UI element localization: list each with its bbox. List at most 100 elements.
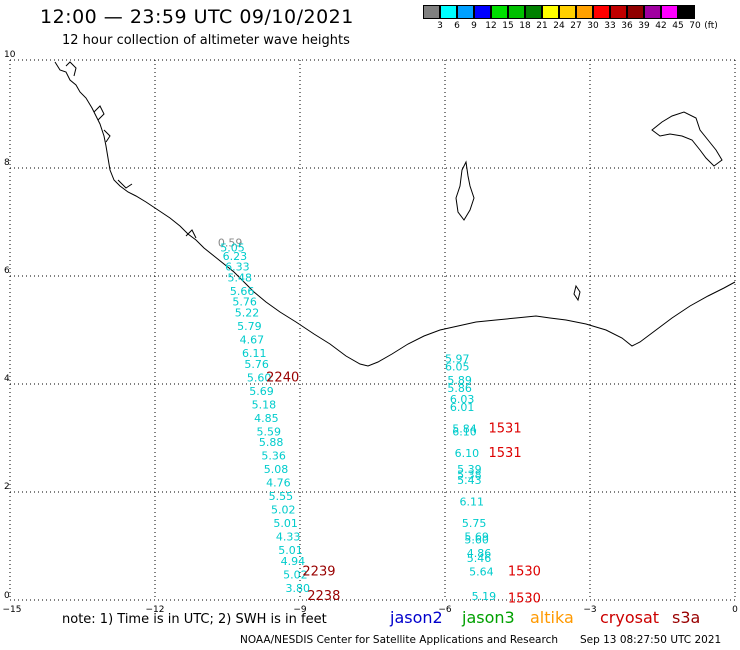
legend-tick-label: 15	[502, 21, 514, 31]
legend-tick-label: 9	[471, 21, 477, 31]
swh-value: 5.88	[259, 436, 284, 449]
legend-color-box	[440, 5, 457, 19]
swh-value: 5.59	[257, 425, 282, 438]
swh-value: 4.85	[254, 412, 278, 425]
swh-value: 0.59	[218, 236, 243, 249]
axis-ticks: −15 −12 −9 −6 −3 0 0 2 4 6 8 10	[3, 50, 739, 615]
legend-tick-label: 45	[672, 21, 684, 31]
legend-color-box	[593, 5, 610, 19]
legend-labels: 3 6 9 12 15 18 21 24 27 30 33 36 39 42 45 70 (ft)	[423, 19, 718, 33]
legend-color-box	[423, 5, 440, 19]
legend-tick-label: 33	[604, 21, 616, 31]
swh-value: 5.01	[278, 544, 303, 557]
y-tick-label: 8	[4, 158, 10, 168]
legend-color-box	[678, 5, 695, 19]
pass-time-label: 1531	[489, 422, 522, 437]
legend-tick-label: 70	[689, 21, 701, 31]
swh-value: 6.10	[452, 425, 477, 438]
swh-value: 5.84	[452, 423, 477, 436]
island-b	[651, 111, 723, 167]
legend-color-box	[491, 5, 508, 19]
legend-tick-label: 24	[553, 21, 565, 31]
pass-time-label: 2238	[307, 589, 340, 604]
swh-value: 5.43	[457, 474, 482, 487]
swh-value: 5.66	[230, 285, 255, 298]
swh-value: 5.76	[232, 296, 256, 309]
map-grid	[9, 59, 736, 601]
map-title: 12:00 — 23:59 UTC 09/10/2021	[40, 6, 354, 28]
swh-value: 5.60	[247, 371, 271, 384]
generated-timestamp: Sep 13 08:27:50 UTC 2021	[580, 634, 722, 646]
swh-value: 5.39	[457, 463, 482, 476]
swh-value: 5.01	[273, 517, 298, 530]
legend-tick-label: 6	[454, 21, 460, 31]
swh-value: 5.75	[462, 517, 487, 530]
swh-value: 6.23	[223, 250, 248, 263]
x-tick-label: 0	[732, 605, 738, 615]
x-tick-label: −9	[293, 605, 307, 615]
legend-color-box	[542, 5, 559, 19]
pass-time-label: 1530	[508, 592, 541, 607]
swh-value: 5.18	[252, 398, 277, 411]
swh-value: 4.86	[467, 547, 492, 560]
swh-value: 4.76	[266, 477, 291, 490]
legend-color-box	[627, 5, 644, 19]
swh-value: 5.89	[447, 374, 472, 387]
legend-color-box	[474, 5, 491, 19]
legend-color-box	[576, 5, 593, 19]
pass-time-label: 1530	[508, 565, 541, 580]
swh-value: 5.69	[464, 531, 489, 544]
legend-tick-label: 36	[621, 21, 633, 31]
legend-tick-label: 21	[536, 21, 548, 31]
y-tick-label: 6	[4, 266, 10, 276]
swh-value: 5.86	[447, 382, 472, 395]
x-tick-label: −15	[3, 605, 22, 615]
main-coastline	[54, 61, 736, 367]
swh-value: 6.33	[225, 261, 250, 274]
swh-value: 5.19	[472, 590, 497, 603]
x-tick-label: −6	[438, 605, 452, 615]
coastline	[54, 61, 736, 367]
legend-unit: (ft)	[704, 21, 718, 31]
legend-color-scale	[423, 5, 695, 19]
swh-value: 4.94	[281, 555, 306, 568]
wave-height-legend: 3 6 9 12 15 18 21 24 27 30 33 36 39 42 45 70 (ft)	[423, 5, 718, 33]
pass-labels: 2240 2239 2238 1531 1531 1530 1530	[266, 370, 541, 606]
legend-tick-label: 12	[485, 21, 497, 31]
swh-value: 4.67	[240, 334, 264, 347]
legend-color-box	[559, 5, 576, 19]
swh-value: 6.10	[455, 447, 480, 460]
swh-value: 6.05	[445, 361, 470, 374]
pass-time-label: 1531	[489, 446, 522, 461]
legend-color-box	[644, 5, 661, 19]
swh-value: 5.60	[464, 533, 489, 546]
legend-color-box	[508, 5, 525, 19]
legend-color-box	[610, 5, 627, 19]
pass-time-label: 2239	[302, 565, 335, 580]
island-a	[455, 160, 475, 221]
swh-value: 6.01	[450, 401, 475, 414]
map-subtitle: 12 hour collection of altimeter wave hei…	[62, 33, 350, 48]
satellite-altika: altika	[530, 608, 574, 627]
swh-value: 5.36	[261, 450, 286, 463]
swh-value: 5.97	[445, 352, 470, 365]
satellite-jason3: jason3	[462, 608, 515, 627]
swh-value: 6.03	[450, 393, 475, 406]
wave-height-observations: 0.595.056.236.335.485.665.765.225.794.67…	[218, 236, 496, 603]
y-tick-label: 2	[4, 482, 10, 492]
swh-value: 5.05	[220, 242, 245, 255]
swh-value: 5.46	[467, 552, 492, 565]
swh-value: 6.11	[460, 496, 485, 509]
swh-value: 5.38	[457, 469, 482, 482]
x-tick-label: −3	[583, 605, 596, 615]
swh-value: 5.02	[271, 504, 296, 517]
swh-value: 6.11	[242, 347, 267, 360]
swh-value: 5.48	[228, 271, 253, 284]
y-tick-label: 0	[4, 591, 10, 601]
pass-time-label: 2240	[266, 370, 299, 385]
y-tick-label: 4	[4, 374, 10, 384]
swh-value: 5.02	[283, 568, 308, 581]
legend-tick-label: 30	[587, 21, 599, 31]
swh-value: 5.64	[469, 566, 494, 579]
